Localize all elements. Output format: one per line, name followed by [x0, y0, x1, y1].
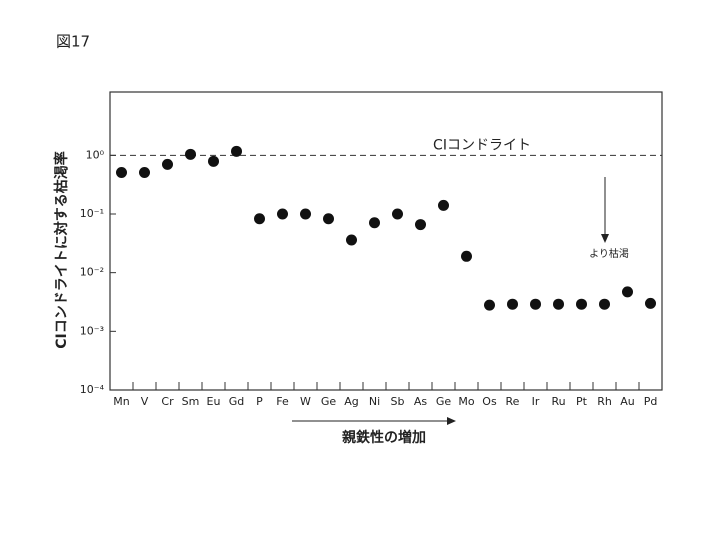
point	[576, 298, 587, 310]
x-tick-label: Re	[506, 395, 520, 408]
y-tick-label: 10⁻²	[80, 266, 104, 279]
point	[323, 213, 334, 225]
x-tick-label: Os	[482, 395, 497, 408]
x-tick-label: Pt	[576, 395, 588, 408]
x-tick-label: Eu	[207, 395, 221, 408]
x-tick-label: Gd	[229, 395, 245, 408]
y-tick-label: 10⁻³	[80, 324, 104, 337]
x-tick-label: Sb	[391, 395, 405, 408]
x-tick-label: V	[141, 395, 149, 408]
point	[599, 298, 610, 310]
x-tick-label: Rh	[597, 395, 612, 408]
y-tick-label: 10⁻¹	[80, 207, 104, 220]
point	[300, 208, 311, 220]
point	[461, 250, 472, 262]
point	[346, 234, 357, 246]
reference-label: CIコンドライト	[433, 137, 531, 153]
point	[438, 199, 449, 211]
depletion-arrow-head	[601, 234, 609, 243]
point	[553, 298, 564, 310]
point	[415, 219, 426, 231]
x-tick-label: W	[300, 395, 311, 408]
chart-title: 図17	[56, 33, 90, 51]
x-tick-label: Mo	[458, 395, 474, 408]
x-axis-label: 親鉄性の増加	[342, 429, 426, 446]
point	[254, 213, 265, 225]
x-tick-label: Sm	[182, 395, 200, 408]
point	[507, 298, 518, 310]
x-tick-label: Ru	[551, 395, 565, 408]
x-tick-label: Ge	[321, 395, 337, 408]
point	[116, 166, 127, 178]
y-tick-label: 10⁻⁴	[80, 383, 105, 396]
x-tick-label: Ni	[369, 395, 380, 408]
point	[231, 145, 242, 157]
point	[208, 155, 219, 167]
point	[139, 166, 150, 178]
x-tick-label: Cr	[161, 395, 174, 408]
x-tick-label: Ir	[532, 395, 540, 408]
annotation: より枯渇	[589, 247, 629, 260]
point	[369, 217, 380, 229]
x-tick-label: Au	[620, 395, 635, 408]
point	[162, 158, 173, 170]
x-tick-label: Ag	[344, 395, 359, 408]
x-tick-label: Ge	[436, 395, 452, 408]
y-tick-label: 10⁰	[86, 148, 105, 161]
x-arrow-head	[447, 417, 456, 425]
point	[392, 208, 403, 220]
point	[185, 148, 196, 160]
point	[622, 286, 633, 298]
point	[645, 297, 656, 309]
point	[277, 208, 288, 220]
x-tick-label: P	[256, 395, 263, 408]
y-axis-label: CIコンドライトに対する枯渇率	[53, 151, 70, 348]
x-tick-label: Mn	[113, 395, 129, 408]
x-tick-label: Fe	[276, 395, 289, 408]
point	[530, 298, 541, 310]
plot-frame	[109, 91, 663, 391]
point	[484, 299, 495, 311]
x-tick-label: As	[414, 395, 428, 408]
x-tick-label: Pd	[644, 395, 658, 408]
